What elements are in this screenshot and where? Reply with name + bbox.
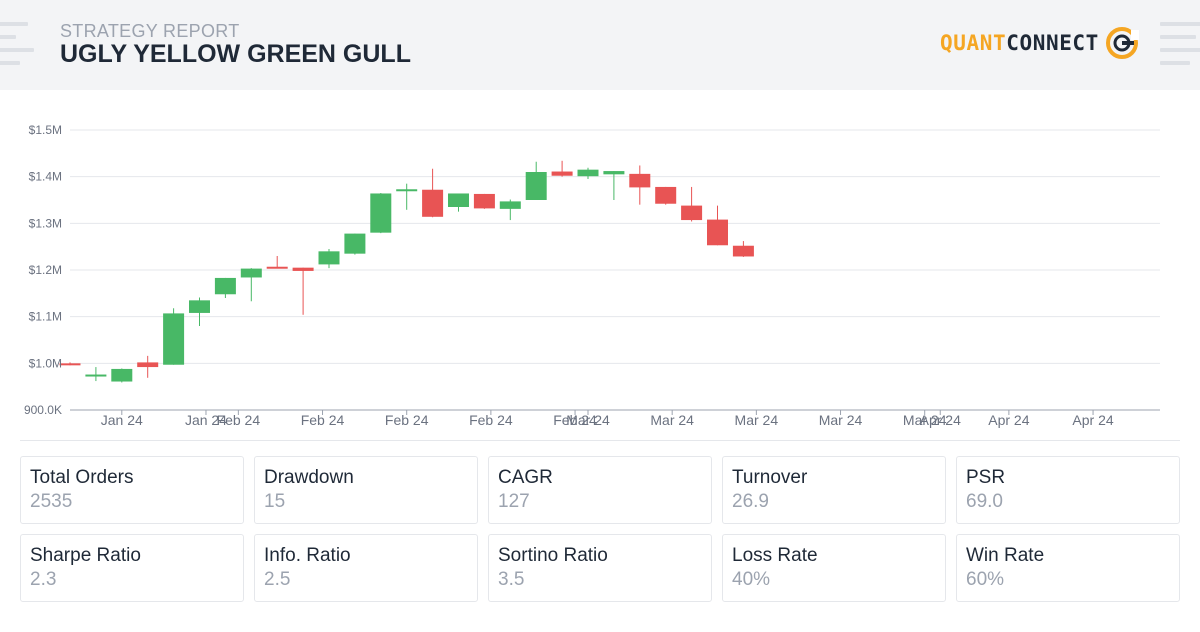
candle-body-up <box>499 201 521 209</box>
stat-card-psr: PSR 69.0 <box>956 456 1180 524</box>
brand-text-connect: CONNECT <box>1006 31 1099 55</box>
candle-body-down <box>473 193 495 209</box>
y-tick-label: $1.5M <box>29 123 62 137</box>
stat-label: Win Rate <box>966 545 1045 566</box>
x-tick-label: Jan 24 <box>185 412 227 428</box>
stat-value: 127 <box>498 491 530 512</box>
x-tick-label: Apr 24 <box>920 412 961 428</box>
chart-gridlines <box>70 129 1160 415</box>
y-tick-label: $1.1M <box>29 310 62 324</box>
y-tick-label: $1.0M <box>29 356 62 370</box>
candle-body-up <box>344 233 366 254</box>
candle-body-down <box>137 362 159 368</box>
stat-card-sharpe-ratio: Sharpe Ratio 2.3 <box>20 534 244 602</box>
stat-card-loss-rate: Loss Rate 40% <box>722 534 946 602</box>
stat-value: 2.3 <box>30 569 57 590</box>
stat-value: 69.0 <box>966 491 1003 512</box>
candle-body-up <box>448 193 469 207</box>
x-tick-label: Mar 24 <box>650 412 694 428</box>
candle-body-down <box>422 189 444 217</box>
x-tick-label: Feb 24 <box>217 412 261 428</box>
candle-body-down <box>551 171 573 176</box>
stat-card-win-rate: Win Rate 60% <box>956 534 1180 602</box>
x-tick-label: Feb 24 <box>469 412 513 428</box>
x-tick-label: Mar 24 <box>819 412 863 428</box>
stat-card-drawdown: Drawdown 15 <box>254 456 478 524</box>
stat-card-cagr: CAGR 127 <box>488 456 712 524</box>
candle-body-up <box>85 374 107 377</box>
stat-label: Total Orders <box>30 467 134 488</box>
stat-value: 40% <box>732 569 771 590</box>
y-tick-label: 900.0K <box>24 403 62 417</box>
stat-card-total-orders: Total Orders 2535 <box>20 456 244 524</box>
candle-body-up <box>603 171 625 175</box>
x-tick-label: Feb 24 <box>385 412 429 428</box>
stat-value: 3.5 <box>498 569 525 590</box>
brand-text-quant: QUANT <box>940 31 1007 55</box>
stat-card-info-ratio: Info. Ratio 2.5 <box>254 534 478 602</box>
candle-body-down <box>732 245 754 257</box>
candle-body-down <box>655 186 677 204</box>
equity-candlestick-chart: $1.5M $1.4M $1.3M $1.2M $1.1M $1.0M 900.0K Jan … <box>24 123 1160 428</box>
y-tick-label: $1.4M <box>29 170 62 184</box>
stat-label: Loss Rate <box>732 545 818 566</box>
strategy-name: UGLY YELLOW GREEN GULL <box>60 40 411 68</box>
stat-value: 60% <box>966 569 1005 590</box>
candle-body-up <box>577 169 599 177</box>
candle-body-down <box>629 173 651 188</box>
stat-label: CAGR <box>498 467 553 488</box>
candle-body-down <box>681 205 703 221</box>
stat-value: 2.5 <box>264 569 291 590</box>
candle-body-up <box>318 251 340 265</box>
stat-label: Drawdown <box>264 467 354 488</box>
chart-candles <box>59 160 754 383</box>
candle-body-up <box>189 300 210 313</box>
decorative-lines-right <box>1160 22 1200 74</box>
stat-value: 26.9 <box>732 491 769 512</box>
x-tick-label: Mar 24 <box>735 412 779 428</box>
stat-label: Sharpe Ratio <box>30 545 141 566</box>
x-tick-label: Jan 24 <box>101 412 143 428</box>
candle-body-up <box>240 268 262 278</box>
section-divider <box>20 440 1180 441</box>
report-type-label: STRATEGY REPORT <box>60 21 240 41</box>
candle-body-up <box>396 189 418 192</box>
candle-body-down <box>266 266 288 269</box>
decorative-lines-left <box>0 22 34 74</box>
candle-body-up <box>163 313 185 365</box>
chart-axis-labels: $1.5M $1.4M $1.3M $1.2M $1.1M $1.0M 900.0K Jan … <box>24 123 1114 428</box>
y-tick-label: $1.3M <box>29 216 62 230</box>
x-tick-label: Mar 24 <box>566 412 610 428</box>
candle-body-down <box>59 363 81 366</box>
stat-label: PSR <box>966 467 1006 488</box>
stat-label: Turnover <box>732 467 808 488</box>
x-tick-label: Feb 24 <box>553 412 597 428</box>
candle-body-up <box>214 277 236 295</box>
candle-body-down <box>707 219 728 246</box>
candle-body-up <box>525 172 547 200</box>
candle-body-up <box>111 368 133 382</box>
report-header: STRATEGY REPORT UGLY YELLOW GREEN GULL Q… <box>0 0 1200 90</box>
quantconnect-mark-icon <box>1105 27 1139 59</box>
y-tick-label: $1.2M <box>29 263 62 277</box>
stat-value: 15 <box>264 491 286 512</box>
quantconnect-logo: QUANT CONNECT <box>940 24 1139 62</box>
stat-card-sortino-ratio: Sortino Ratio 3.5 <box>488 534 712 602</box>
candle-body-up <box>370 193 392 233</box>
stat-label: Sortino Ratio <box>498 545 608 566</box>
x-tick-label: Apr 24 <box>1072 412 1113 428</box>
x-tick-label: Apr 24 <box>988 412 1029 428</box>
x-tick-label: Mar 24 <box>903 412 947 428</box>
x-tick-label: Feb 24 <box>301 412 345 428</box>
stat-card-turnover: Turnover 26.9 <box>722 456 946 524</box>
stat-label: Info. Ratio <box>264 545 351 566</box>
stat-value: 2535 <box>30 491 73 512</box>
candle-body-down <box>292 267 314 271</box>
